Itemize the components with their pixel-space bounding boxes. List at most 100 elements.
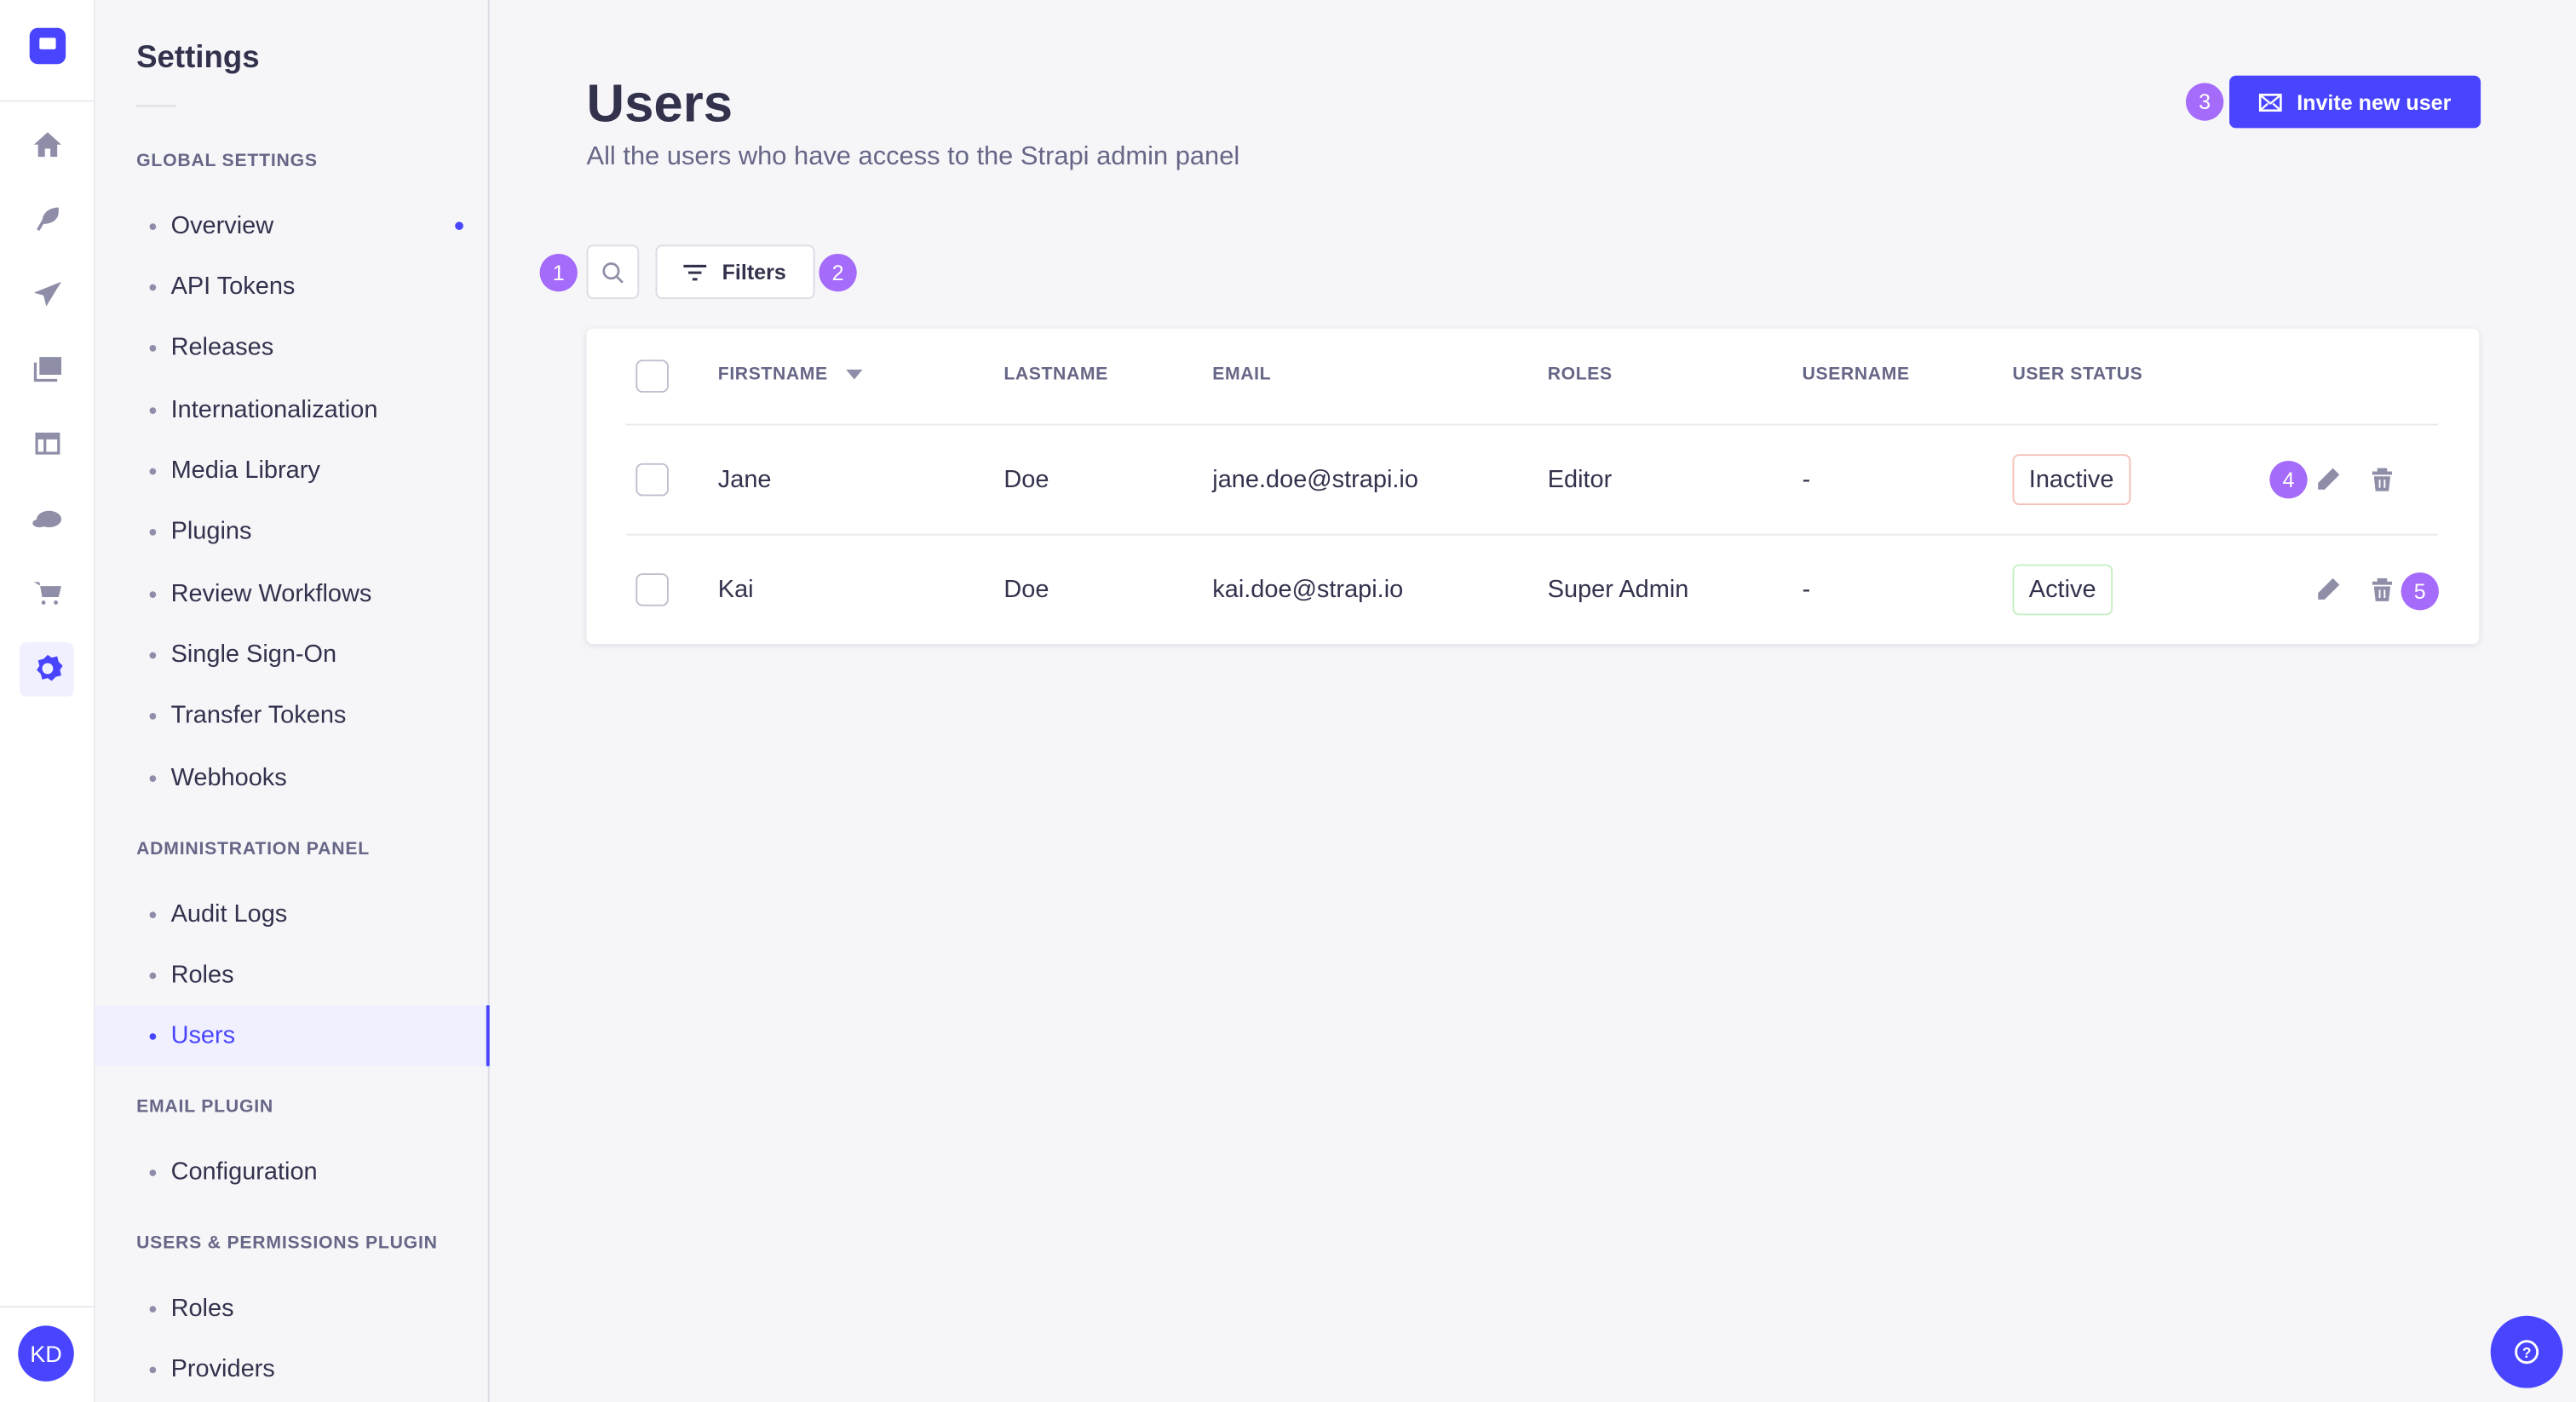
subnav-item-internationalization[interactable]: Internationalization <box>95 379 490 440</box>
bullet-icon <box>149 528 157 535</box>
bullet-icon <box>149 911 157 918</box>
subnav-item-api-tokens[interactable]: API Tokens <box>95 256 490 317</box>
subnav-item-releases[interactable]: Releases <box>95 317 490 377</box>
overview-new-dot <box>455 221 463 230</box>
edit-pencil-icon[interactable] <box>2314 467 2341 493</box>
edit-pencil-icon[interactable] <box>2314 577 2341 603</box>
cell-firstname: Jane <box>717 465 772 494</box>
cell-username: - <box>1802 575 1811 604</box>
cell-lastname: Doe <box>1003 465 1049 494</box>
settings-gear-icon[interactable] <box>28 649 67 688</box>
bullet-icon <box>149 651 157 658</box>
section-global-settings: GLOBAL SETTINGS <box>136 151 318 171</box>
settings-nav-active[interactable] <box>20 642 74 697</box>
svg-text:?: ? <box>2522 1344 2532 1361</box>
subnav-item-media-library[interactable]: Media Library <box>95 440 490 501</box>
subnav-item-label: Releases <box>170 333 274 362</box>
bullet-icon <box>149 712 157 719</box>
column-header-email[interactable]: EMAIL <box>1212 365 1272 385</box>
search-button[interactable] <box>586 244 640 299</box>
filters-button[interactable]: Filters <box>655 244 815 299</box>
subnav-item-label: Users <box>170 1021 236 1050</box>
subnav-item-configuration[interactable]: Configuration <box>95 1141 490 1202</box>
row-checkbox[interactable] <box>635 463 669 497</box>
annotation-badge: 5 <box>2401 572 2439 611</box>
invite-new-user-button[interactable]: Invite new user <box>2229 75 2481 129</box>
annotation-badge: 3 <box>2185 83 2224 121</box>
subnav-item-review-workflows[interactable]: Review Workflows <box>95 563 490 623</box>
column-header-user-status: USER STATUS <box>2012 365 2143 385</box>
subnav-item-label: Review Workflows <box>170 579 372 608</box>
subnav-item-label: Plugins <box>170 517 252 546</box>
help-question-icon: ? <box>2515 1340 2539 1365</box>
subnav-item-webhooks[interactable]: Webhooks <box>95 747 490 807</box>
subnav-item-overview[interactable]: Overview <box>95 195 490 256</box>
avatar[interactable]: KD <box>18 1325 74 1382</box>
delete-trash-icon[interactable] <box>2369 467 2395 493</box>
subnav-item-label: Providers <box>170 1355 275 1383</box>
subnav-item-providers[interactable]: Providers <box>95 1339 490 1399</box>
subnav-item-label: Overview <box>170 211 274 240</box>
row-checkbox[interactable] <box>635 573 669 606</box>
subnav-item-label: Roles <box>170 961 234 989</box>
cell-username: - <box>1802 465 1811 494</box>
bullet-icon <box>149 774 157 782</box>
envelope-icon <box>2258 92 2282 112</box>
subnav-item-plugins[interactable]: Plugins <box>95 501 490 561</box>
annotation-badge: 1 <box>539 253 578 292</box>
subnav-item-roles[interactable]: Roles <box>95 1278 490 1338</box>
cell-roles: Editor <box>1547 465 1613 494</box>
bullet-icon <box>149 406 157 414</box>
status-badge: Active <box>2012 564 2113 616</box>
column-header-firstname[interactable]: FIRSTNAME <box>718 365 863 384</box>
cell-firstname: Kai <box>717 575 754 604</box>
bullet-icon <box>149 971 157 979</box>
status-badge: Inactive <box>2012 454 2130 506</box>
marketplace-cart-icon[interactable] <box>28 573 67 612</box>
section-email-plugin: EMAIL PLUGIN <box>136 1097 273 1118</box>
section-administration-panel: ADMINISTRATION PANEL <box>136 839 370 859</box>
cell-roles: Super Admin <box>1547 575 1689 604</box>
strapi-logo-icon[interactable] <box>29 27 66 65</box>
subnav-item-label: Single Sign-On <box>170 641 337 669</box>
cloud-icon[interactable] <box>28 499 67 538</box>
section-users-permissions-plugin: USERS & PERMISSIONS PLUGIN <box>136 1233 438 1254</box>
sort-down-icon[interactable] <box>845 369 863 380</box>
subnav-item-users[interactable]: Users <box>95 1005 490 1066</box>
page-subtitle: All the users who have access to the Str… <box>586 142 1240 171</box>
users-table <box>586 328 2480 644</box>
column-header-username[interactable]: USERNAME <box>1802 365 1910 385</box>
content-type-builder-layout-icon[interactable] <box>28 424 67 463</box>
subnav-item-roles[interactable]: Roles <box>95 945 490 1005</box>
bullet-icon <box>149 1365 157 1373</box>
search-icon <box>602 261 624 283</box>
settings-subnav: Settings GLOBAL SETTINGS ADMINISTRATION … <box>95 0 490 1402</box>
bullet-icon <box>149 1169 157 1175</box>
subnav-item-label: Webhooks <box>170 763 287 792</box>
filter-icon <box>684 263 708 280</box>
subnav-item-transfer-tokens[interactable]: Transfer Tokens <box>95 685 490 745</box>
subnav-item-label: Transfer Tokens <box>170 701 347 730</box>
bullet-icon <box>149 1305 157 1312</box>
select-all-checkbox[interactable] <box>635 359 669 393</box>
releases-paper-plane-icon[interactable] <box>28 274 67 313</box>
cell-lastname: Doe <box>1003 575 1049 604</box>
bullet-icon <box>149 590 157 598</box>
subnav-item-label: Media Library <box>170 457 320 485</box>
subnav-item-audit-logs[interactable]: Audit Logs <box>95 884 490 945</box>
subnav-title: Settings <box>136 41 260 76</box>
delete-trash-icon[interactable] <box>2369 577 2395 603</box>
media-library-icon[interactable] <box>28 348 67 388</box>
content-manager-feather-icon[interactable] <box>28 198 67 238</box>
help-button[interactable]: ? <box>2490 1315 2563 1388</box>
invite-label: Invite new user <box>2297 89 2452 115</box>
cell-email: jane.doe@strapi.io <box>1212 465 1418 494</box>
column-header-lastname[interactable]: LASTNAME <box>1003 365 1108 385</box>
bullet-icon <box>149 344 157 351</box>
page-title: Users <box>586 73 733 134</box>
subnav-item-single-sign-on[interactable]: Single Sign-On <box>95 624 490 685</box>
filters-label: Filters <box>722 259 786 284</box>
home-icon[interactable] <box>28 125 67 164</box>
bullet-icon <box>149 222 157 230</box>
annotation-badge: 2 <box>819 253 857 292</box>
